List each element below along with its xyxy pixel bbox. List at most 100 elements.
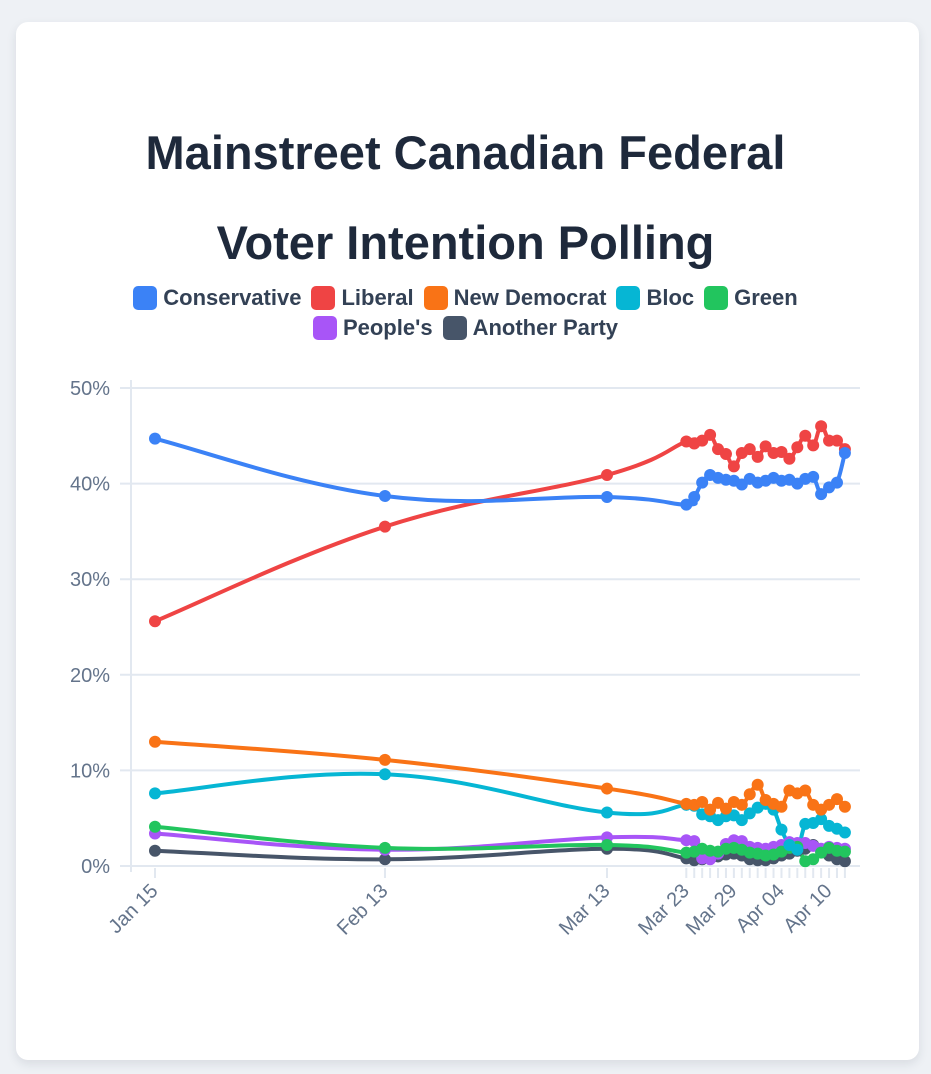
data-point-liberal[interactable] bbox=[719, 447, 732, 460]
legend-item-peoples[interactable]: People's bbox=[312, 313, 433, 343]
data-point-green[interactable] bbox=[601, 838, 614, 851]
y-tick-label: 20% bbox=[70, 665, 110, 687]
data-point-new-democrat[interactable] bbox=[378, 753, 391, 766]
data-point-conservative[interactable] bbox=[838, 447, 851, 460]
data-point-conservative[interactable] bbox=[688, 490, 701, 503]
data-point-liberal[interactable] bbox=[378, 520, 391, 533]
data-point-conservative[interactable] bbox=[807, 470, 820, 483]
data-point-green[interactable] bbox=[149, 820, 161, 833]
legend-item-conservative[interactable]: Conservative bbox=[133, 283, 301, 313]
data-point-liberal[interactable] bbox=[791, 441, 804, 454]
legend-item-new-democrat[interactable]: New Democrat bbox=[423, 283, 607, 313]
y-tick-label: 0% bbox=[81, 856, 110, 878]
legend-row-2: People's Another Party bbox=[40, 313, 891, 343]
data-point-new-democrat[interactable] bbox=[799, 784, 812, 797]
y-tick-label: 30% bbox=[70, 569, 110, 591]
data-point-conservative[interactable] bbox=[601, 490, 614, 503]
data-point-bloc[interactable] bbox=[791, 843, 804, 856]
data-point-liberal[interactable] bbox=[727, 460, 740, 473]
chart-title-line-2: Voter Intention Polling bbox=[216, 216, 715, 269]
legend-item-liberal[interactable]: Liberal bbox=[311, 283, 414, 313]
chart-card bbox=[16, 22, 919, 1060]
legend-label-new-democrat: New Democrat bbox=[453, 285, 607, 310]
data-point-liberal[interactable] bbox=[815, 420, 828, 433]
x-tick-label: Feb 13 bbox=[333, 880, 393, 940]
data-point-liberal[interactable] bbox=[704, 428, 717, 441]
data-point-new-democrat[interactable] bbox=[719, 802, 732, 815]
series-points bbox=[149, 420, 851, 868]
data-point-another-party[interactable] bbox=[149, 844, 161, 857]
x-tick-label: Jan 15 bbox=[105, 880, 163, 938]
data-point-bloc[interactable] bbox=[601, 806, 614, 819]
data-point-green[interactable] bbox=[838, 845, 851, 858]
data-point-another-party[interactable] bbox=[378, 853, 391, 866]
data-point-liberal[interactable] bbox=[759, 440, 772, 453]
legend-swatch-green bbox=[704, 286, 729, 310]
data-point-liberal[interactable] bbox=[783, 452, 796, 465]
legend-swatch-new-democrat bbox=[423, 286, 448, 310]
x-tick-label: Mar 29 bbox=[682, 880, 742, 940]
data-point-new-democrat[interactable] bbox=[775, 800, 788, 813]
data-point-liberal[interactable] bbox=[743, 443, 756, 456]
data-point-liberal[interactable] bbox=[807, 439, 820, 452]
chart-title: Mainstreet Canadian Federal Voter Intent… bbox=[0, 108, 931, 288]
data-point-liberal[interactable] bbox=[775, 446, 788, 459]
data-point-bloc[interactable] bbox=[815, 813, 828, 826]
y-tick-label: 50% bbox=[70, 378, 110, 400]
legend-swatch-conservative bbox=[133, 286, 158, 310]
data-point-conservative[interactable] bbox=[815, 488, 828, 501]
data-point-new-democrat[interactable] bbox=[830, 793, 843, 806]
x-tick-label: Apr 04 bbox=[732, 880, 789, 937]
data-point-conservative[interactable] bbox=[680, 498, 693, 511]
chart-title-line-1: Mainstreet Canadian Federal bbox=[145, 126, 786, 179]
data-point-new-democrat[interactable] bbox=[704, 803, 717, 816]
data-point-liberal[interactable] bbox=[601, 468, 614, 481]
data-point-new-democrat[interactable] bbox=[838, 800, 851, 813]
data-point-conservative[interactable] bbox=[378, 490, 391, 503]
data-point-bloc[interactable] bbox=[378, 768, 391, 781]
data-point-conservative[interactable] bbox=[149, 432, 161, 445]
data-point-new-democrat[interactable] bbox=[601, 782, 614, 795]
legend-label-green: Green bbox=[734, 285, 798, 310]
y-axis: 0% 10% 20% 30% 40% 50% bbox=[70, 378, 110, 878]
data-point-another-party[interactable] bbox=[838, 855, 851, 868]
grid-lines bbox=[120, 380, 860, 872]
data-point-new-democrat[interactable] bbox=[696, 795, 709, 808]
legend-label-liberal: Liberal bbox=[341, 285, 414, 310]
data-point-bloc[interactable] bbox=[735, 814, 748, 827]
legend-item-another-party[interactable]: Another Party bbox=[442, 313, 619, 343]
legend-swatch-peoples bbox=[312, 316, 337, 340]
x-tick-label: Apr 10 bbox=[779, 880, 836, 937]
data-point-bloc[interactable] bbox=[838, 826, 851, 839]
legend-row-1: Conservative Liberal New Democrat Bloc G… bbox=[40, 283, 891, 313]
legend-swatch-liberal bbox=[311, 286, 336, 310]
data-point-liberal[interactable] bbox=[830, 434, 843, 447]
x-tick-label: Mar 23 bbox=[634, 880, 694, 940]
data-point-new-democrat[interactable] bbox=[735, 798, 748, 811]
legend-label-conservative: Conservative bbox=[163, 285, 302, 310]
data-point-liberal[interactable] bbox=[149, 615, 161, 628]
legend-item-green[interactable]: Green bbox=[704, 283, 798, 313]
data-point-bloc[interactable] bbox=[775, 823, 788, 836]
data-point-conservative[interactable] bbox=[696, 476, 709, 489]
data-point-green[interactable] bbox=[807, 853, 820, 866]
data-point-new-democrat[interactable] bbox=[743, 788, 756, 801]
x-tick-label: Mar 13 bbox=[555, 880, 615, 940]
data-point-people-s[interactable] bbox=[688, 835, 701, 848]
data-point-green[interactable] bbox=[378, 841, 391, 854]
legend-item-bloc[interactable]: Bloc bbox=[616, 283, 694, 313]
data-point-conservative[interactable] bbox=[830, 476, 843, 489]
legend-label-peoples: People's bbox=[342, 315, 433, 340]
legend-swatch-bloc bbox=[616, 286, 641, 310]
data-point-new-democrat[interactable] bbox=[149, 735, 161, 748]
data-point-bloc[interactable] bbox=[149, 787, 161, 800]
data-point-liberal[interactable] bbox=[799, 429, 812, 442]
data-point-liberal[interactable] bbox=[751, 450, 764, 463]
data-point-new-democrat[interactable] bbox=[751, 778, 764, 791]
legend-swatch-another-party bbox=[442, 316, 467, 340]
chart-legend: Conservative Liberal New Democrat Bloc G… bbox=[40, 283, 891, 343]
legend-label-another-party: Another Party bbox=[472, 315, 619, 340]
legend-label-bloc: Bloc bbox=[646, 285, 695, 310]
